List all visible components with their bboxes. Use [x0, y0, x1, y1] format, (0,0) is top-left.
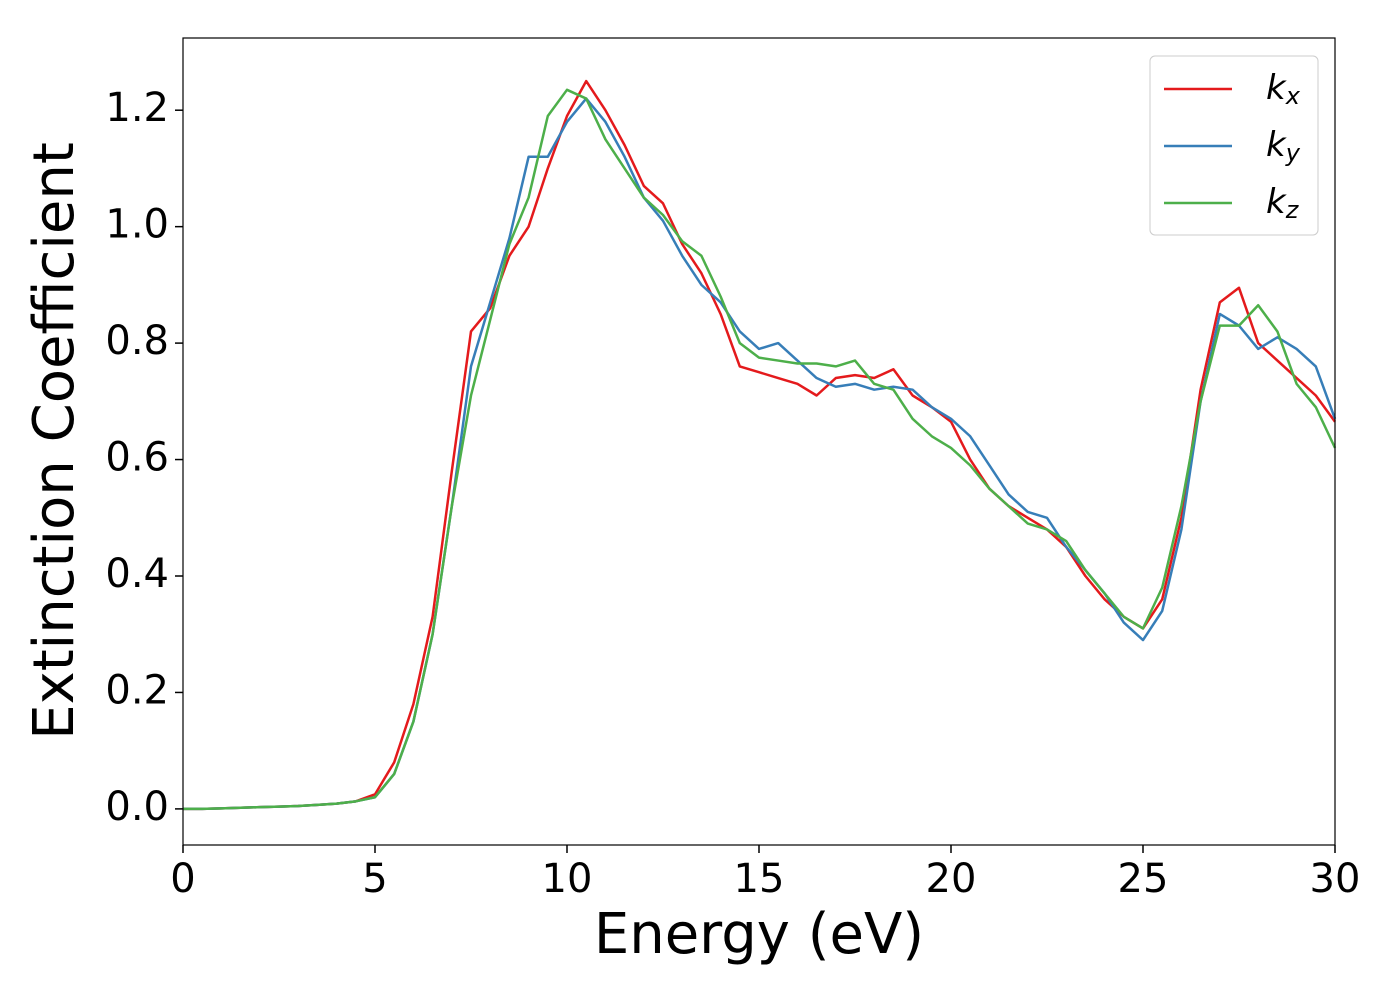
x-tick-label: 30: [1310, 856, 1361, 902]
y-tick-label: 0.0: [105, 784, 169, 830]
data-line: [183, 88, 1337, 811]
x-tick-label: 15: [734, 856, 785, 902]
x-tick-label: 20: [926, 856, 977, 902]
legend-label: kz: [1266, 182, 1300, 225]
y-tick-label: 1.0: [105, 202, 169, 248]
y-tick-label: 0.6: [105, 435, 169, 481]
x-tick-label: 10: [542, 856, 593, 902]
legend-box: [1149, 55, 1319, 236]
x-tick-label: 5: [362, 856, 387, 902]
plot-frame: [182, 37, 1336, 846]
x-axis-label: Energy (eV): [594, 902, 924, 967]
x-tick-label: 0: [170, 856, 195, 902]
legend-label: ky: [1266, 125, 1301, 168]
x-tick-label: 25: [1118, 856, 1169, 902]
y-tick-label: 0.2: [105, 667, 169, 713]
legend-label: kx: [1266, 68, 1301, 111]
y-tick-label: 0.4: [105, 551, 169, 597]
y-axis-label: Extinction Coefficient: [22, 142, 87, 740]
y-tick-label: 1.2: [105, 85, 169, 131]
y-tick-label: 0.8: [105, 318, 169, 364]
